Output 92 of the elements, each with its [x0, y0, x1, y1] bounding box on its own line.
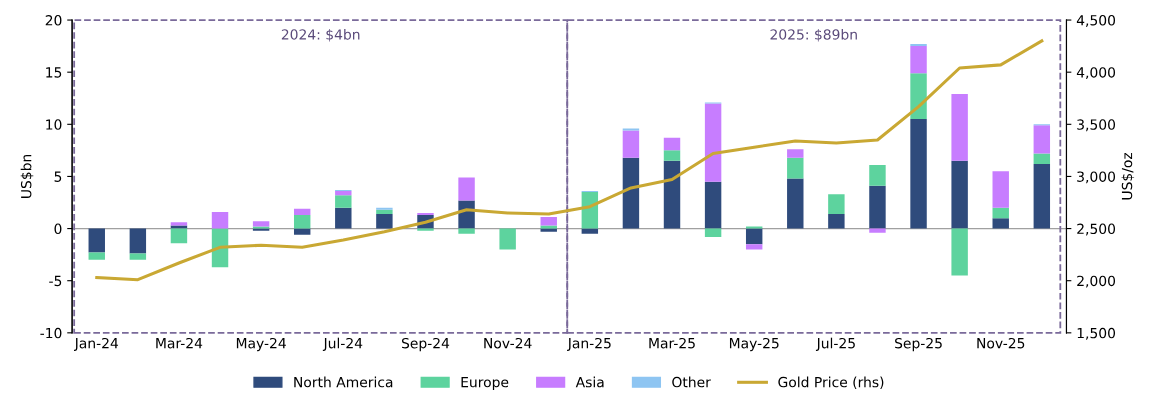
- x-tick-label: Sep-25: [895, 337, 942, 352]
- bar: [704, 103, 722, 182]
- bar: [828, 213, 845, 229]
- bar: [252, 221, 270, 227]
- bar: [787, 149, 804, 158]
- y-tick-label: -10: [40, 327, 62, 339]
- x-tick-label: Jul-25: [815, 337, 855, 352]
- bar: [293, 215, 311, 229]
- y2-tick-label: 3,500: [1077, 119, 1116, 132]
- bar: [951, 94, 968, 161]
- bar: [1033, 163, 1051, 229]
- y2-tick-label: 1,500: [1077, 327, 1116, 340]
- bar: [376, 207, 393, 210]
- bar: [787, 157, 804, 179]
- y-axis-title: US$bn: [20, 154, 34, 198]
- bar: [828, 194, 845, 214]
- y-tick-label: 5: [54, 171, 62, 182]
- bar: [663, 137, 681, 151]
- bar: [417, 212, 434, 216]
- y2-tick-label: 4,500: [1076, 15, 1116, 27]
- bar: [910, 119, 927, 229]
- y-tick-label: 15: [46, 67, 62, 78]
- legend-label: Asia: [575, 376, 604, 388]
- legend-label: North America: [294, 376, 393, 388]
- x-tick-label: May-25: [729, 337, 779, 352]
- x-tick-label: Jan-25: [567, 337, 611, 352]
- bar: [745, 226, 763, 229]
- bar: [1033, 125, 1051, 154]
- bar: [622, 157, 640, 229]
- bar: [745, 228, 763, 245]
- bar: [335, 191, 352, 196]
- bar: [992, 207, 1009, 219]
- bar: [129, 228, 147, 254]
- bar: [129, 253, 147, 260]
- x-tick-label: Jan-24: [73, 337, 119, 352]
- bar: [992, 218, 1009, 229]
- bar: [1033, 153, 1051, 164]
- bar: [335, 207, 352, 229]
- x-tick-label: Nov-24: [484, 337, 532, 349]
- bar: [951, 228, 968, 276]
- x-tick-label: Mar-25: [649, 337, 695, 349]
- bar: [376, 213, 393, 229]
- bar: [910, 44, 927, 47]
- y-tick-label: 0: [54, 223, 62, 235]
- annotation: 2025: $89bn: [770, 28, 857, 42]
- bar: [910, 46, 927, 74]
- bar: [417, 228, 434, 231]
- bar: [951, 160, 968, 229]
- bar: [663, 160, 681, 229]
- y2-tick-label: 2,000: [1077, 275, 1116, 288]
- x-tick-label: Jul-24: [322, 337, 363, 352]
- bar: [540, 217, 557, 226]
- x-tick-label: Sep-24: [401, 337, 450, 352]
- bar: [704, 181, 722, 229]
- bar: [787, 178, 804, 229]
- bar: [211, 211, 229, 229]
- legend-label: Europe: [461, 377, 509, 391]
- bar: [992, 171, 1009, 208]
- bar: [910, 73, 927, 120]
- y-tick-label: 20: [45, 15, 62, 26]
- legend-label: Gold Price (rhs): [778, 376, 884, 389]
- y-tick-label: -5: [49, 275, 62, 287]
- x-tick-label: Nov-25: [977, 337, 1025, 349]
- y2-tick-label: 3,000: [1077, 171, 1116, 184]
- y2-axis-title: US$/oz: [1121, 152, 1135, 200]
- bar: [869, 164, 886, 186]
- bar: [293, 228, 311, 235]
- bar: [458, 177, 475, 201]
- bar: [581, 228, 599, 234]
- bar: [376, 209, 393, 214]
- bar: [581, 192, 599, 229]
- annotation: 2024: $4bn: [281, 28, 360, 42]
- bar: [745, 244, 763, 250]
- x-tick-label: Mar-24: [156, 337, 203, 349]
- y2-tick-label: 2,500: [1077, 223, 1116, 236]
- bar: [335, 195, 352, 208]
- x-tick-label: May-24: [236, 337, 286, 352]
- bar: [458, 228, 475, 234]
- bar: [869, 185, 886, 229]
- bar: [170, 228, 188, 244]
- bar: [622, 130, 640, 158]
- bar: [622, 128, 640, 131]
- bar: [293, 208, 311, 216]
- legend-label: Other: [672, 376, 711, 388]
- bar: [88, 252, 105, 260]
- bar: [499, 228, 516, 250]
- bar: [869, 228, 886, 233]
- y2-tick-label: 4,000: [1076, 67, 1116, 80]
- bar: [704, 228, 722, 237]
- bar: [88, 228, 105, 253]
- bar: [663, 150, 681, 161]
- y-tick-label: 10: [46, 119, 62, 130]
